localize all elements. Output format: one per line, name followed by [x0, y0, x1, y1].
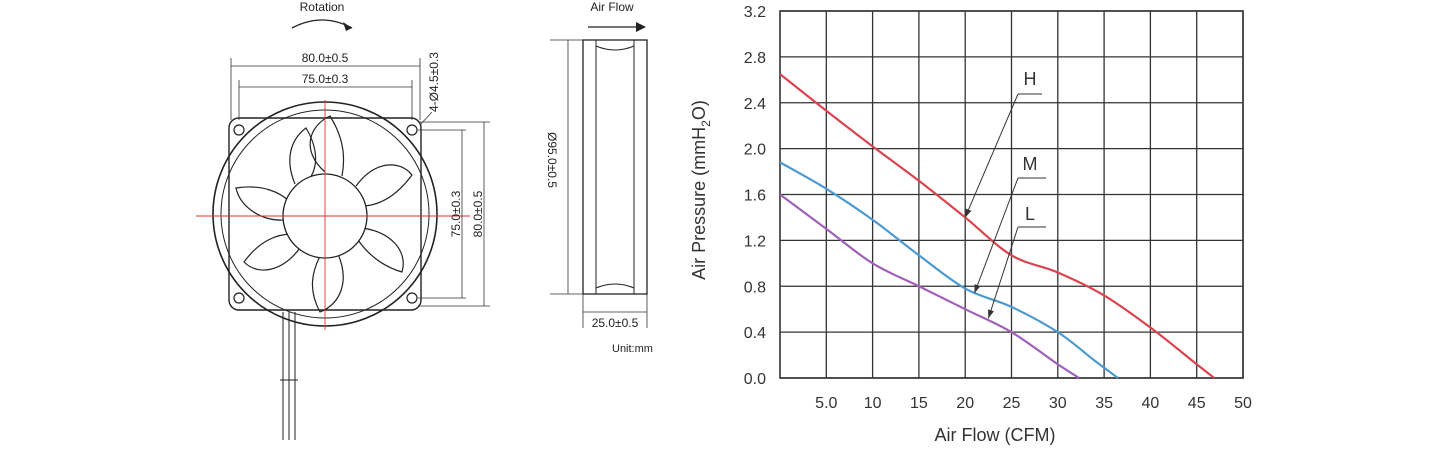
- mount-hole-bl: [233, 292, 245, 304]
- mount-hole-leader: [419, 111, 433, 126]
- series-callouts: H M L: [964, 69, 1046, 319]
- side-curve-top: [595, 45, 635, 51]
- y-tick-labels: 0.0 0.4 0.8 1.2 1.6 2.0 2.4 2.8 3.2: [744, 4, 766, 388]
- y-axis-title-main: Air Pressure (mmH: [689, 127, 709, 280]
- series-line-l: [779, 193, 1080, 379]
- side-view-drawing: Air Flow Ø95.0±0.5 25.0±0.5 Unit:mm: [545, 0, 653, 355]
- dim-hole-spacing-vertical: 75.0±0.3: [449, 190, 463, 237]
- series-line-m: [779, 161, 1119, 379]
- dim-diameter: Ø95.0±0.5: [545, 132, 559, 188]
- series-label-m: M: [1023, 154, 1038, 174]
- callout-arrowhead-icon-l: [988, 309, 994, 319]
- y-tick-label: 1.2: [744, 233, 766, 250]
- airflow-label: Air Flow: [590, 0, 634, 14]
- dim-thickness: 25.0±0.5: [592, 316, 639, 330]
- dim-overall-width: 80.0±0.5: [302, 51, 349, 65]
- y-tick-label: 2.4: [744, 96, 766, 113]
- side-frame-body: [582, 39, 648, 295]
- series-label-h: H: [1024, 69, 1037, 89]
- front-view-drawing: Rotation 80.0±0.5 75.0±0.3 4-Ø4.5±0.3: [196, 0, 490, 440]
- mount-hole-br: [406, 292, 418, 304]
- y-tick-label: 2.8: [744, 50, 766, 67]
- x-tick-label: 35: [1095, 395, 1113, 412]
- series-line-h: [779, 73, 1215, 379]
- rotation-label: Rotation: [300, 0, 345, 14]
- y-tick-label: 3.2: [744, 4, 766, 21]
- callout-arrowhead-icon-h: [965, 208, 972, 218]
- mount-hole-tr: [406, 124, 418, 136]
- x-tick-labels: 5.0 10 15 20 25 30 35 40 45 50: [815, 395, 1252, 412]
- callout-leader-h: [964, 93, 1019, 218]
- dim-hole-spacing: 75.0±0.3: [302, 72, 349, 86]
- x-axis-title: Air Flow (CFM): [935, 425, 1056, 445]
- y-axis-title: Air Pressure (mmH2O): [689, 100, 713, 280]
- fan-blades: [235, 115, 413, 313]
- callout-leader-l: [987, 226, 1019, 319]
- y-axis-title-sub: 2: [699, 120, 713, 127]
- x-tick-label: 25: [1003, 395, 1021, 412]
- pq-curve-chart: 0.0 0.4 0.8 1.2 1.6 2.0 2.4 2.8 3.2 5.0 10 15 20 25 3…: [689, 4, 1252, 445]
- dim-overall-height: 80.0±0.5: [471, 190, 485, 237]
- series-label-l: L: [1025, 204, 1035, 224]
- x-tick-label: 40: [1142, 395, 1160, 412]
- x-tick-label: 30: [1049, 395, 1067, 412]
- y-tick-label: 0.4: [744, 325, 766, 342]
- x-tick-label: 5.0: [815, 395, 837, 412]
- airflow-arrow-icon: [636, 22, 646, 32]
- y-tick-label: 0.0: [744, 371, 766, 388]
- dim-mount-holes: 4-Ø4.5±0.3: [427, 52, 441, 112]
- y-tick-label: 0.8: [744, 279, 766, 296]
- y-axis-title-end: O): [689, 100, 709, 120]
- mount-hole-tl: [233, 124, 245, 136]
- x-tick-label: 20: [956, 395, 974, 412]
- callout-leader-m: [973, 177, 1019, 294]
- callout-arrowhead-icon-m: [974, 284, 981, 294]
- series-lines: [779, 73, 1215, 379]
- x-tick-label: 10: [864, 395, 882, 412]
- rotation-arrowhead-icon: [343, 22, 352, 31]
- y-tick-label: 2.0: [744, 142, 766, 159]
- unit-note: Unit:mm: [612, 343, 653, 355]
- x-tick-label: 45: [1188, 395, 1206, 412]
- side-curve-bottom: [595, 283, 635, 289]
- rotation-arrow-icon: [291, 19, 353, 29]
- x-tick-label: 15: [910, 395, 928, 412]
- y-tick-label: 1.6: [744, 188, 766, 205]
- x-tick-label: 50: [1234, 395, 1252, 412]
